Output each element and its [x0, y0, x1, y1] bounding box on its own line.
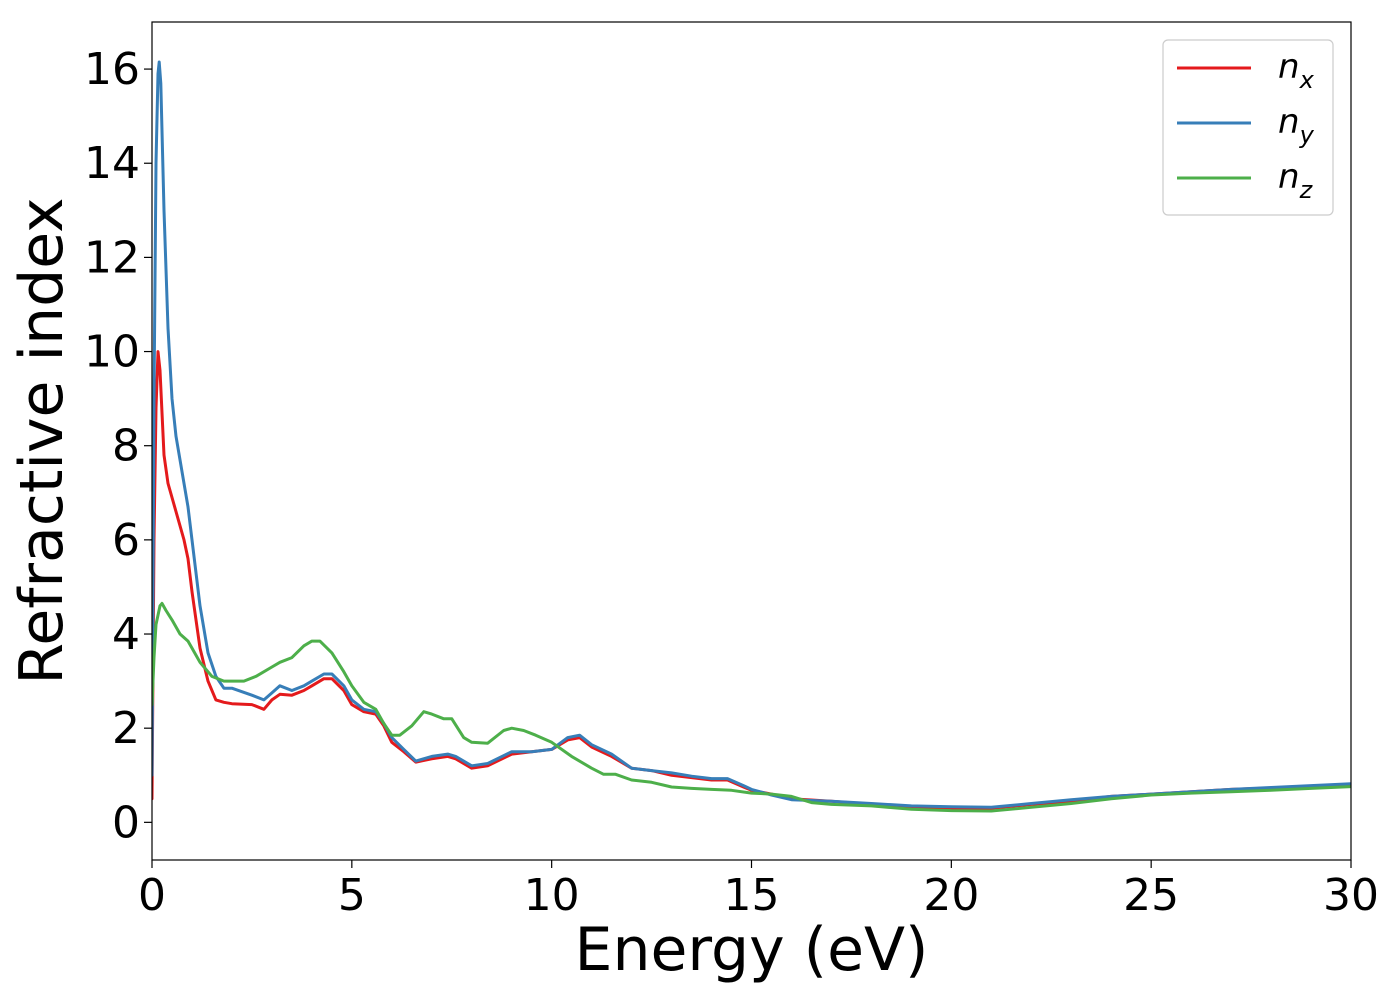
series-line-z	[152, 601, 1351, 813]
legend-label-z: nz	[1278, 157, 1314, 204]
x-tick-label: 5	[338, 870, 366, 921]
x-tick-label: 10	[524, 870, 580, 921]
legend-box	[1162, 39, 1334, 216]
series-line-y	[152, 60, 1351, 809]
y-tick-label: 8	[112, 421, 140, 472]
x-tick-label: 30	[1323, 870, 1379, 921]
legend-label-x: nx	[1278, 47, 1315, 94]
legend: nx ny nz	[1162, 39, 1334, 216]
series-layer	[152, 60, 1351, 813]
y-axis: 0 2 4 6 8 10 12 14 16	[84, 44, 152, 848]
y-tick-label: 14	[84, 138, 140, 189]
y-axis-label: Refractive index	[7, 197, 77, 684]
x-axis-label: Energy (eV)	[575, 915, 929, 985]
legend-label-y: ny	[1278, 102, 1315, 149]
x-tick-label: 0	[138, 870, 166, 921]
y-tick-label: 16	[84, 44, 140, 95]
y-tick-label: 0	[112, 797, 140, 848]
y-tick-label: 4	[112, 609, 140, 660]
y-tick-label: 2	[112, 703, 140, 754]
x-tick-label: 15	[724, 870, 780, 921]
x-axis: 0 5 10 15 20 25 30	[138, 860, 1379, 921]
series-line-x	[152, 350, 1351, 810]
y-tick-label: 12	[84, 232, 140, 283]
y-tick-label: 10	[84, 327, 140, 378]
x-tick-label: 25	[1123, 870, 1179, 921]
x-tick-label: 20	[923, 870, 979, 921]
y-tick-label: 6	[112, 515, 140, 566]
